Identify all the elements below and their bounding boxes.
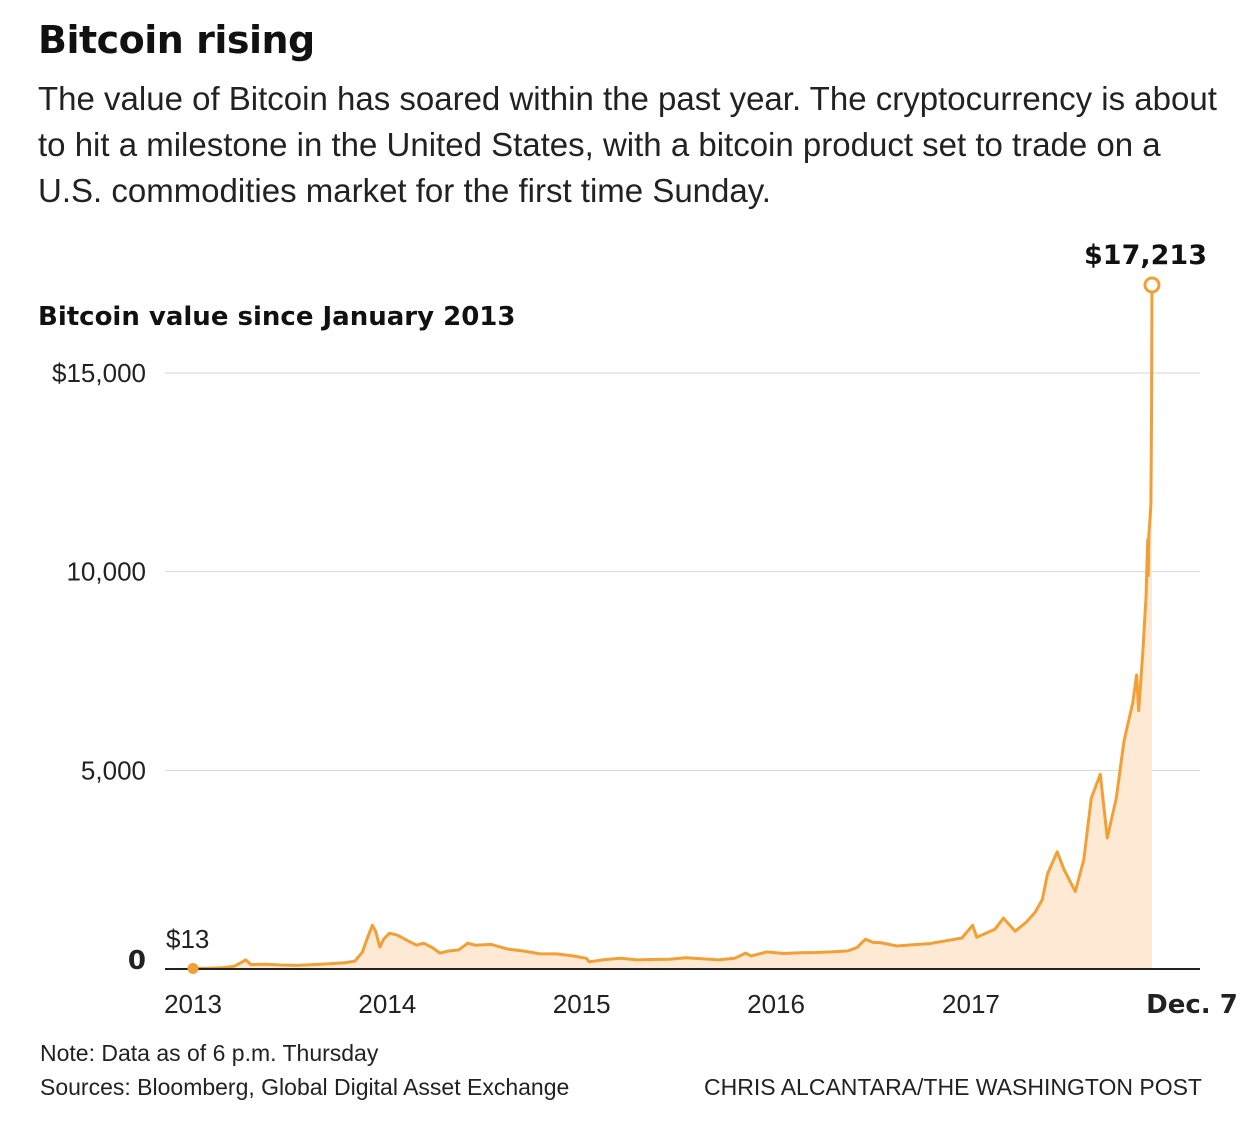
end-point-marker bbox=[1143, 276, 1161, 294]
chart-subtitle: The value of Bitcoin has soared within t… bbox=[38, 80, 1217, 209]
y-tick-label: 0 bbox=[128, 946, 146, 976]
x-tick-label: 2014 bbox=[358, 989, 416, 1019]
x-tick-label: 2015 bbox=[553, 989, 611, 1019]
y-tick-label: 5,000 bbox=[81, 755, 146, 785]
end-value-label: $17,213 bbox=[1084, 240, 1207, 271]
price-line bbox=[192, 284, 1154, 970]
start-point-marker bbox=[187, 962, 199, 974]
chart-heading: Bitcoin value since January 2013 bbox=[38, 302, 515, 332]
y-tick-label: 10,000 bbox=[66, 557, 146, 587]
x-tick-label: Dec. 7 bbox=[1146, 990, 1238, 1020]
start-value-label: $13 bbox=[166, 924, 209, 954]
x-tick-label: 2016 bbox=[747, 989, 805, 1019]
x-tick-label: 2013 bbox=[164, 989, 222, 1019]
footer-credit: CHRIS ALCANTARA/THE WASHINGTON POST bbox=[704, 1074, 1202, 1100]
area-layer bbox=[192, 284, 1154, 970]
chart-title: Bitcoin rising bbox=[38, 18, 315, 62]
gridlines bbox=[165, 372, 1200, 771]
footer-note: Note: Data as of 6 p.m. Thursday bbox=[40, 1040, 379, 1066]
bitcoin-chart: Bitcoin value since January 2013 $15,000… bbox=[38, 240, 1238, 1020]
area-fill bbox=[193, 285, 1152, 969]
y-tick-label: $15,000 bbox=[52, 358, 146, 388]
x-tick-label: 2017 bbox=[942, 989, 1000, 1019]
labels: $15,000 10,000 5,000 0 2013 2014 2015 2016 2017 D… bbox=[52, 240, 1238, 1020]
footer-sources: Sources: Bloomberg, Global Digital Asset… bbox=[40, 1074, 570, 1100]
